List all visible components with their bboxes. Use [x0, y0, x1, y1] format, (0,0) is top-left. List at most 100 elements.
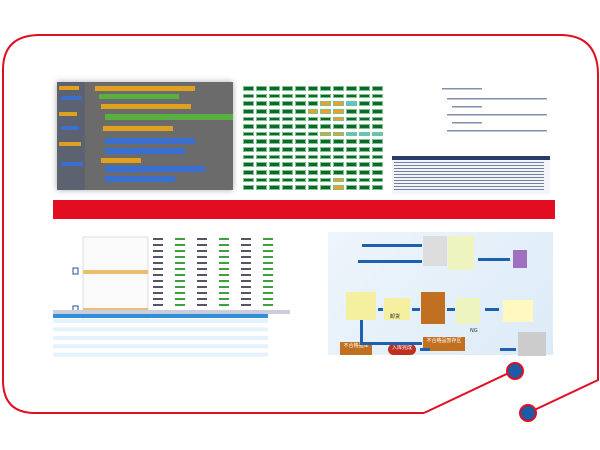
grid-cell [359, 154, 371, 160]
grid-cell [268, 154, 280, 160]
grid-cell [281, 185, 293, 190]
grid-cell [268, 131, 280, 137]
grid-cell [294, 124, 306, 129]
grid-cell [281, 116, 293, 122]
grid-cell [372, 116, 383, 122]
grid-cell [346, 93, 358, 99]
grid-cell [243, 170, 254, 175]
grid-cell [281, 147, 293, 152]
grid-cell [243, 177, 254, 183]
grid-cell [346, 170, 358, 175]
grid-cell [333, 93, 345, 99]
grid-cell [320, 116, 332, 122]
code-editor-screenshot [392, 82, 550, 194]
grid-cell [359, 170, 371, 175]
grid-cell [372, 93, 383, 99]
grid-cell [243, 101, 254, 106]
grid-cell [346, 162, 358, 168]
grid-cell [359, 177, 371, 183]
grid-cell [294, 86, 306, 91]
table-row [53, 344, 268, 349]
grid-cell [320, 154, 332, 160]
grid-cell [281, 170, 293, 175]
grid-cell [268, 170, 280, 175]
grid-cell [346, 147, 358, 152]
server-icon [423, 236, 447, 266]
grid-cell [307, 124, 319, 129]
grid-cell [372, 86, 383, 91]
grid-cell [307, 116, 319, 122]
grid-cell [333, 108, 345, 114]
grid-cell [372, 139, 383, 145]
grid-cell [346, 124, 358, 129]
table-row [53, 335, 268, 340]
ng-staging-area: 不合格品暂存区 [423, 337, 465, 351]
grid-cell [333, 116, 345, 122]
table-row [53, 327, 268, 332]
grid-cell [346, 108, 358, 114]
grid-cell [243, 131, 254, 137]
grid-cell [255, 154, 267, 160]
grid-cell [359, 139, 371, 145]
block-editor-screenshot [57, 82, 233, 190]
grid-cell [294, 93, 306, 99]
grid-cell [268, 147, 280, 152]
grid-cell [372, 108, 383, 114]
grid-cell [359, 101, 371, 106]
grid-cell [372, 131, 383, 137]
grid-cell [320, 170, 332, 175]
grid-cell [294, 162, 306, 168]
truck-icon [346, 292, 376, 320]
grid-cell [255, 147, 267, 152]
grid-cell [346, 154, 358, 160]
grid-cell [333, 139, 345, 145]
status-grid-screenshot [243, 86, 383, 190]
grid-cell [333, 124, 345, 129]
table-row [53, 352, 268, 357]
grid-cell [320, 162, 332, 168]
grid-cell [359, 86, 371, 91]
grid-cell [359, 116, 371, 122]
grid-cell [307, 162, 319, 168]
grid-cell [307, 147, 319, 152]
grid-cell [268, 124, 280, 129]
grid-cell [320, 86, 332, 91]
grid-cell [372, 185, 383, 190]
grid-cell [243, 93, 254, 99]
grid-cell [268, 101, 280, 106]
grid-cell [320, 147, 332, 152]
grid-cell [307, 139, 319, 145]
grid-cell [333, 162, 345, 168]
grid-cell [294, 131, 306, 137]
grid-cell [294, 101, 306, 106]
grid-cell [255, 116, 267, 122]
barcode-icon [503, 300, 533, 322]
grid-cell [307, 185, 319, 190]
connector-dot [506, 362, 524, 380]
grid-cell [372, 170, 383, 175]
grid-cell [333, 154, 345, 160]
grid-cell [281, 139, 293, 145]
ng-label: NG [470, 328, 478, 334]
grid-cell [372, 101, 383, 106]
grid-cell [255, 101, 267, 106]
grid-cell [255, 162, 267, 168]
grid-cell [281, 162, 293, 168]
grid-cell [243, 139, 254, 145]
grid-cell [268, 162, 280, 168]
table-row [53, 331, 268, 336]
warehouse-flow-diagram: 卸货 不合格品暂存区 NG 不合格品库 入库完成 [328, 232, 553, 356]
grid-cell [333, 147, 345, 152]
grid-cell [268, 177, 280, 183]
grid-cell [294, 147, 306, 152]
grid-cell [268, 93, 280, 99]
grid-cell [346, 139, 358, 145]
grid-cell [320, 139, 332, 145]
grid-cell [307, 101, 319, 106]
grid-cell [281, 177, 293, 183]
grid-cell [307, 131, 319, 137]
grid-cell [307, 154, 319, 160]
grid-cell [281, 93, 293, 99]
grid-cell [268, 86, 280, 91]
grid-cell [346, 101, 358, 106]
